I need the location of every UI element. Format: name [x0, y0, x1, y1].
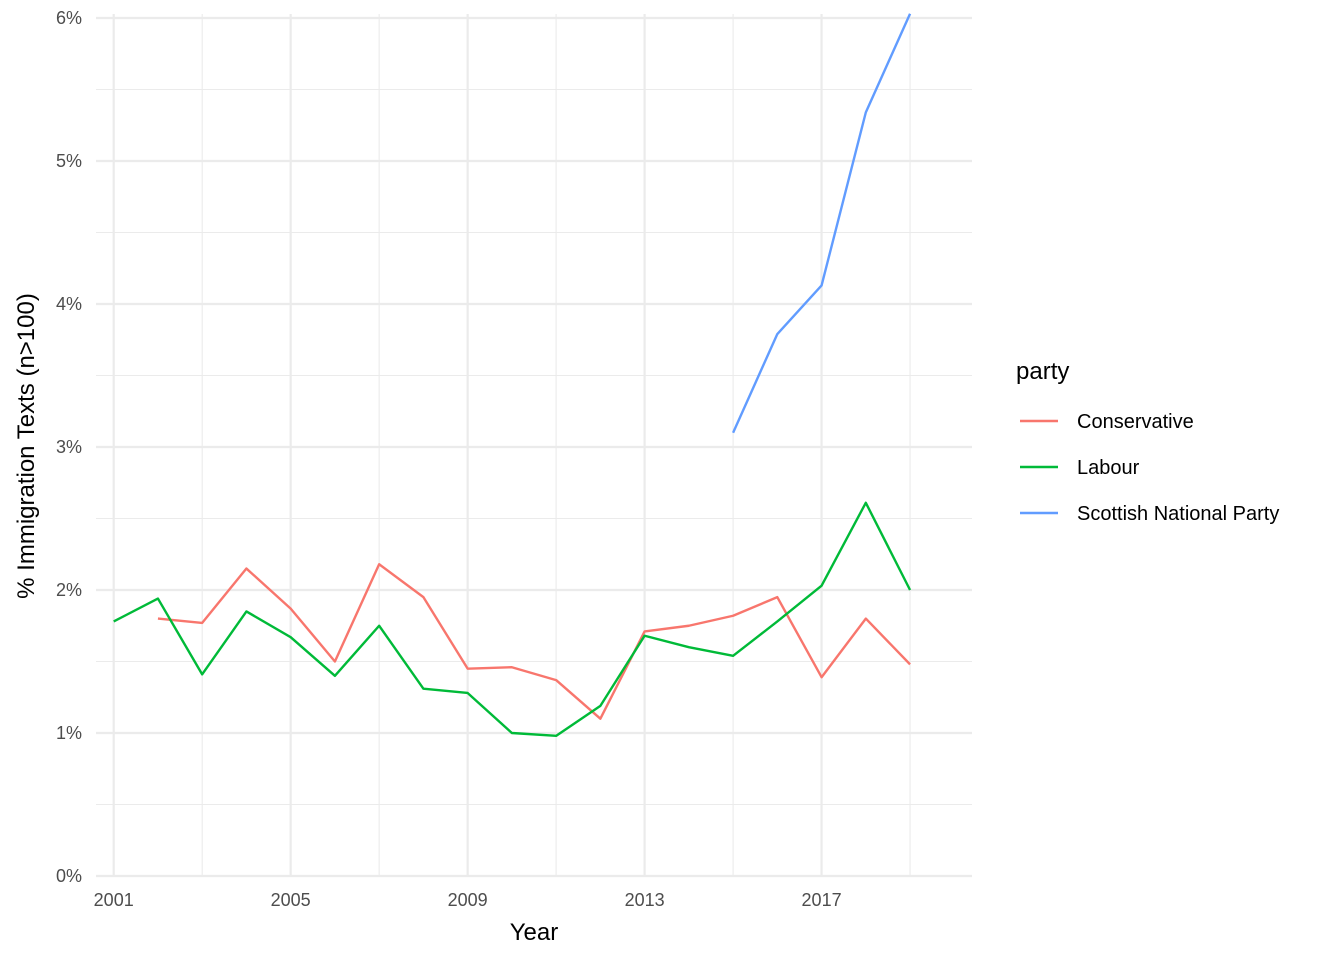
legend-title: party [1016, 358, 1069, 385]
y-tick-label: 0% [56, 866, 82, 886]
series-line-labour [113, 501, 912, 738]
y-tick-label: 6% [56, 8, 82, 28]
x-axis-title: Year [510, 919, 559, 946]
y-tick-label: 2% [56, 580, 82, 600]
series-layer [113, 13, 912, 738]
y-tick-label: 4% [56, 294, 82, 314]
x-tick-label: 2013 [625, 890, 665, 910]
x-tick-label: 2017 [802, 890, 842, 910]
y-axis-title: % Immigration Texts (n>100) [13, 293, 40, 599]
legend-item-scottish-national-party: Scottish National Party [1020, 503, 1279, 525]
y-tick-label: 5% [56, 151, 82, 171]
x-tick-label: 2005 [271, 890, 311, 910]
x-axis-tick-labels: 2001 2005 2009 2013 2017 [94, 890, 842, 910]
legend-label: Scottish National Party [1077, 503, 1279, 525]
legend-item-conservative: Conservative [1020, 411, 1194, 433]
grid-layer [96, 14, 972, 878]
y-axis-tick-labels: 0% 1% 2% 3% 4% 5% 6% [56, 8, 82, 886]
legend-item-labour: Labour [1020, 457, 1140, 479]
legend: party Conservative Labour Scottish Nationa… [1016, 358, 1279, 525]
legend-items: Conservative Labour Scottish National Part… [1020, 411, 1279, 525]
y-tick-label: 1% [56, 723, 82, 743]
x-tick-label: 2009 [448, 890, 488, 910]
series-line-conservative [157, 563, 911, 720]
legend-label: Conservative [1077, 411, 1194, 433]
x-tick-label: 2001 [94, 890, 134, 910]
legend-label: Labour [1077, 457, 1140, 479]
y-tick-label: 3% [56, 437, 82, 457]
series-line-scottish-national-party [731, 13, 912, 434]
